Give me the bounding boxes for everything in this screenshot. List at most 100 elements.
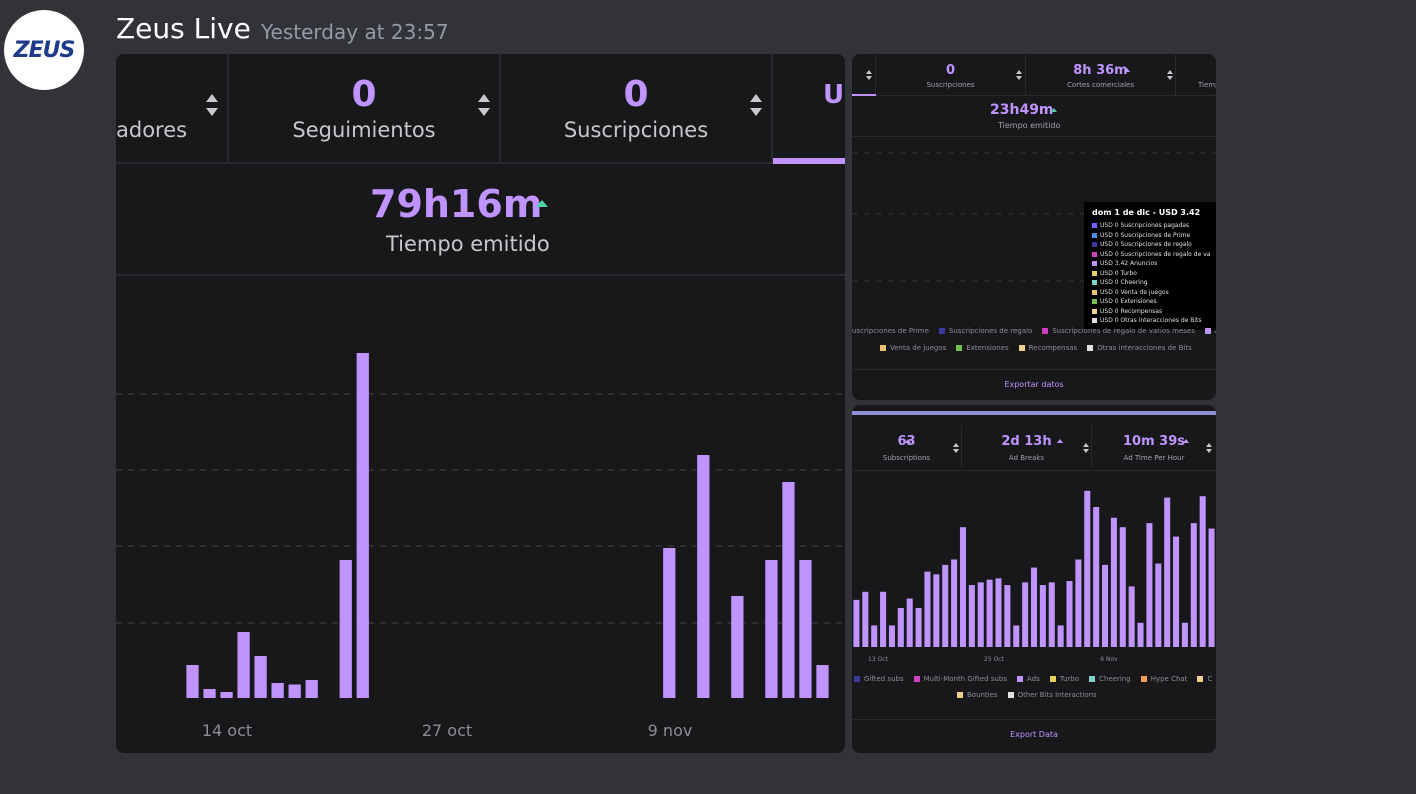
attachment-image-revenue-en[interactable]: 63 Subscriptions 2d 13h Ad Breaks 10m 39… <box>852 405 1216 753</box>
chart-bar[interactable] <box>782 482 795 698</box>
chart-bar[interactable] <box>1093 507 1100 647</box>
export-data-button[interactable]: Export Data <box>852 719 1216 749</box>
legend-item[interactable]: Other Bits Interactions <box>1007 691 1097 699</box>
chart-bar[interactable] <box>220 692 233 698</box>
legend-item[interactable]: Hype Chat <box>1140 675 1187 683</box>
tab-viewers[interactable]: adores <box>116 54 229 164</box>
chart-bar[interactable] <box>986 579 993 647</box>
chart-bar[interactable] <box>977 582 984 647</box>
tab-ad-breaks[interactable]: 2d 13h Ad Breaks <box>962 425 1092 467</box>
sort-icon[interactable] <box>953 443 959 453</box>
chart-bar[interactable] <box>1075 559 1082 648</box>
chart-bar[interactable] <box>1013 625 1020 647</box>
attachment-image-revenue-es[interactable]: 0 Suscripciones 8h 36m Cortes comerciale… <box>852 54 1216 400</box>
chart-bar[interactable] <box>1199 496 1206 647</box>
chart-bar[interactable] <box>1137 622 1144 647</box>
avatar[interactable]: ZEUS <box>4 10 84 90</box>
tab-stream-time[interactable]: Tiemp <box>1176 54 1216 96</box>
legend-item[interactable]: Recompensas <box>1018 344 1077 352</box>
chart-bar[interactable] <box>1110 517 1117 647</box>
chart-bar[interactable] <box>663 548 676 698</box>
export-data-button[interactable]: Exportar datos <box>852 369 1216 399</box>
chart-bar[interactable] <box>871 625 878 647</box>
legend-item[interactable]: Suscripciones de regalo de varios meses <box>1042 327 1195 335</box>
chart-bar[interactable] <box>765 560 778 698</box>
sort-icon[interactable] <box>1167 70 1173 80</box>
chart-bar[interactable] <box>862 591 869 647</box>
chart-bar[interactable] <box>951 559 958 648</box>
tab-ad-time[interactable]: 10m 39s Ad Time Per Hour <box>1092 425 1216 467</box>
chart-bar[interactable] <box>1208 528 1215 647</box>
chart-bar[interactable] <box>995 578 1002 647</box>
legend-item[interactable]: Extensiones <box>956 344 1009 352</box>
chart-bar[interactable] <box>1066 581 1073 647</box>
chart-bar[interactable] <box>1155 563 1162 647</box>
legend-item[interactable]: Suscripciones de regalo <box>938 327 1032 335</box>
chart-bar[interactable] <box>1119 527 1126 647</box>
chart-bar[interactable] <box>288 684 301 699</box>
chart-bar[interactable] <box>968 585 975 647</box>
chart-bar[interactable] <box>237 632 250 698</box>
tab-subscriptions[interactable]: 0 Suscripciones <box>501 54 773 164</box>
chart-bar[interactable] <box>339 560 352 698</box>
legend-item[interactable]: uscripciones de Prime <box>852 327 929 335</box>
chart-bar[interactable] <box>1004 585 1011 647</box>
tab-follows[interactable]: 0 Seguimientos <box>229 54 501 164</box>
chart-bar[interactable] <box>942 564 949 647</box>
chart-bar[interactable] <box>1173 536 1180 647</box>
chart-bar[interactable] <box>356 353 369 698</box>
chart-bar[interactable] <box>1022 582 1029 647</box>
sort-icon[interactable] <box>205 92 219 118</box>
chart-bar[interactable] <box>271 683 284 698</box>
chart-bar[interactable] <box>254 656 267 698</box>
legend-item[interactable]: Multi-Month Gifted subs <box>913 675 1007 683</box>
chart-bar[interactable] <box>897 607 904 647</box>
chart-bar[interactable] <box>933 574 940 647</box>
chart-bar[interactable] <box>915 607 922 647</box>
chart-bar[interactable] <box>1190 523 1197 647</box>
attachment-image-main[interactable]: adores 0 Seguimientos 0 Suscripciones US… <box>116 54 845 753</box>
chart-bar[interactable] <box>888 625 895 647</box>
tab-subscriptions[interactable]: 0 Suscripciones <box>876 54 1026 96</box>
legend-item[interactable]: Otras interacciones de Bits <box>1087 344 1192 352</box>
chart-bar[interactable] <box>853 599 860 647</box>
author-name[interactable]: Zeus Live <box>116 12 251 45</box>
sort-icon[interactable] <box>1083 443 1089 453</box>
legend-item[interactable]: Gifted subs <box>854 675 904 683</box>
chart-bar[interactable] <box>924 571 931 647</box>
sort-icon[interactable] <box>1016 70 1022 80</box>
chart-bar[interactable] <box>697 455 710 698</box>
chart-bar[interactable] <box>1057 625 1064 647</box>
chart-bar[interactable] <box>1030 567 1038 647</box>
chart-bar[interactable] <box>1084 490 1091 647</box>
chart-bar[interactable] <box>1164 497 1171 647</box>
chart-bar[interactable] <box>1039 585 1046 647</box>
chart-bar[interactable] <box>1128 586 1135 647</box>
tab-subscriptions[interactable]: 63 Subscriptions <box>852 425 962 467</box>
tab-ad-breaks[interactable]: 8h 36m Cortes comerciales <box>1026 54 1176 96</box>
chart-bar[interactable] <box>906 598 913 647</box>
chart-bar[interactable] <box>203 689 216 698</box>
legend-item[interactable]: Turbo <box>1049 675 1079 683</box>
chart-bar[interactable] <box>816 665 829 698</box>
chart-bar[interactable] <box>959 527 966 647</box>
chart-bar[interactable] <box>731 596 744 698</box>
chart-bar[interactable] <box>1146 523 1153 647</box>
chart-bar[interactable] <box>880 591 887 647</box>
chart-bar[interactable] <box>186 665 199 698</box>
chart-bar[interactable] <box>305 680 318 698</box>
legend-item[interactable]: Cheering <box>1089 675 1131 683</box>
chart-bar[interactable] <box>1102 564 1109 647</box>
chart-bar[interactable] <box>1181 622 1188 647</box>
chart-bar[interactable] <box>1048 582 1055 647</box>
tab-revenue[interactable]: US <box>773 54 845 164</box>
legend-item[interactable]: Ads <box>1017 675 1040 683</box>
sort-icon[interactable] <box>749 92 763 118</box>
legend-item[interactable]: Venta de juegos <box>880 344 946 352</box>
tab-previous[interactable] <box>852 54 876 96</box>
sort-icon[interactable] <box>477 92 491 118</box>
sort-icon[interactable] <box>866 70 872 80</box>
legend-item[interactable]: C <box>1197 675 1212 683</box>
sort-icon[interactable] <box>1206 443 1212 453</box>
chart-bar[interactable] <box>799 560 812 698</box>
